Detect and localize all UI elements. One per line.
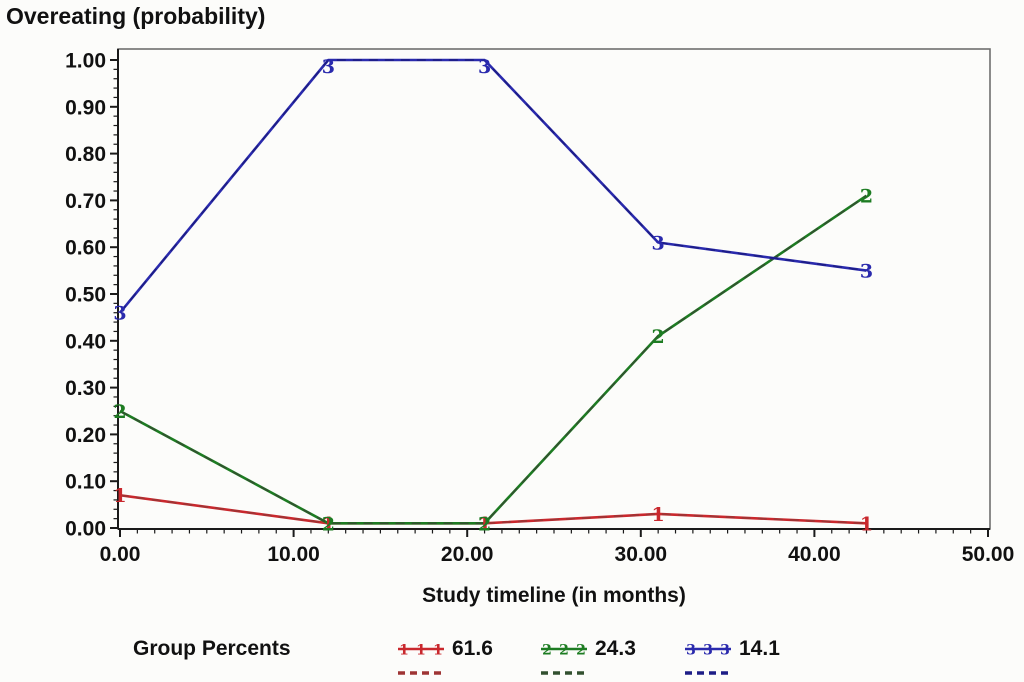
marker-digit-1: 1 — [322, 513, 335, 535]
marker-digit-1: 1 — [478, 513, 491, 535]
y-axis-tick-label: 0.60 — [65, 237, 106, 260]
x-axis-tick-label: 40.00 — [788, 543, 841, 566]
legend-dashed-sample — [541, 671, 587, 675]
y-axis-tick-label: 0.30 — [65, 377, 106, 400]
legend-marker-digit: 2 — [559, 643, 569, 659]
y-axis-tick-label: 0.00 — [65, 518, 106, 541]
series-line-1 — [119, 493, 867, 525]
chart-title: Overeating (probability) — [6, 3, 266, 29]
marker-digit-1: 1 — [860, 513, 873, 535]
marker-digit-3: 3 — [860, 261, 873, 283]
legend-marker-digit: 1 — [433, 643, 443, 659]
series-dashed-line-2 — [119, 195, 867, 525]
plot-frame — [117, 48, 991, 530]
y-axis-tick-label: 1.00 — [65, 50, 106, 73]
series-dashed-line-1 — [119, 494, 867, 525]
legend-marker-digit: 3 — [703, 643, 713, 659]
legend-dashed-sample — [685, 671, 731, 675]
y-axis-tick-label: 0.50 — [65, 284, 106, 307]
legend: Group Percents 1 1 1 61.6 2 2 2 24.3 3 3 3 14.1 — [0, 630, 1024, 682]
legend-dashed-sample — [398, 671, 444, 675]
marker-digit-3: 3 — [322, 56, 335, 78]
legend-marker-digit: 2 — [542, 643, 552, 659]
marker-digit-2: 2 — [113, 401, 126, 423]
legend-marker-digit: 1 — [416, 643, 426, 659]
legend-marker-digit: 3 — [686, 643, 696, 659]
y-axis-tick-label: 0.40 — [65, 330, 106, 353]
marker-digit-2: 2 — [860, 186, 873, 208]
legend-entry-2: 2 2 2 24.3 — [539, 630, 689, 682]
marker-digit-3: 3 — [113, 303, 126, 325]
marker-digit-3: 3 — [478, 56, 491, 78]
series-line-2 — [119, 194, 868, 525]
legend-marker-digit: 1 — [399, 643, 409, 659]
x-axis-tick-label: 10.00 — [267, 543, 320, 566]
legend-entry-3: 3 3 3 14.1 — [683, 630, 833, 682]
x-axis-tick-label: 50.00 — [962, 543, 1015, 566]
y-axis-tick-label: 0.20 — [65, 424, 106, 447]
marker-digit-1: 1 — [652, 504, 665, 526]
y-axis-tick-label: 0.90 — [65, 96, 106, 119]
legend-percent-value: 61.6 — [452, 637, 493, 660]
series-line-3 — [118, 58, 867, 314]
series-dashed-line-3 — [119, 59, 867, 314]
legend-entry-1: 1 1 1 61.6 — [396, 630, 546, 682]
marker-digit-2: 2 — [322, 513, 335, 535]
legend-percent-value: 14.1 — [739, 637, 780, 660]
marker-digit-2: 2 — [652, 326, 665, 348]
y-axis-tick-label: 0.80 — [65, 143, 106, 166]
y-axis-tick-label: 0.70 — [65, 190, 106, 213]
line-plot: 0.00 10.00 20.00 30.00 40.00 50.00 0.00 0.10 0.2… — [65, 48, 1015, 566]
legend-marker-digit: 2 — [576, 643, 586, 659]
x-axis-title: Study timeline (in months) — [422, 584, 686, 607]
x-axis-tick-label: 20.00 — [441, 543, 494, 566]
legend-title: Group Percents — [133, 637, 291, 660]
marker-digit-1: 1 — [113, 485, 126, 507]
x-axis-tick-label: 30.00 — [615, 543, 668, 566]
y-axis-tick-label: 0.10 — [65, 471, 106, 494]
legend-percent-value: 24.3 — [595, 637, 636, 660]
legend-marker-digit: 3 — [720, 643, 730, 659]
marker-digit-2: 2 — [478, 513, 491, 535]
marker-digit-3: 3 — [652, 233, 665, 255]
x-axis-tick-label: 0.00 — [100, 543, 141, 566]
